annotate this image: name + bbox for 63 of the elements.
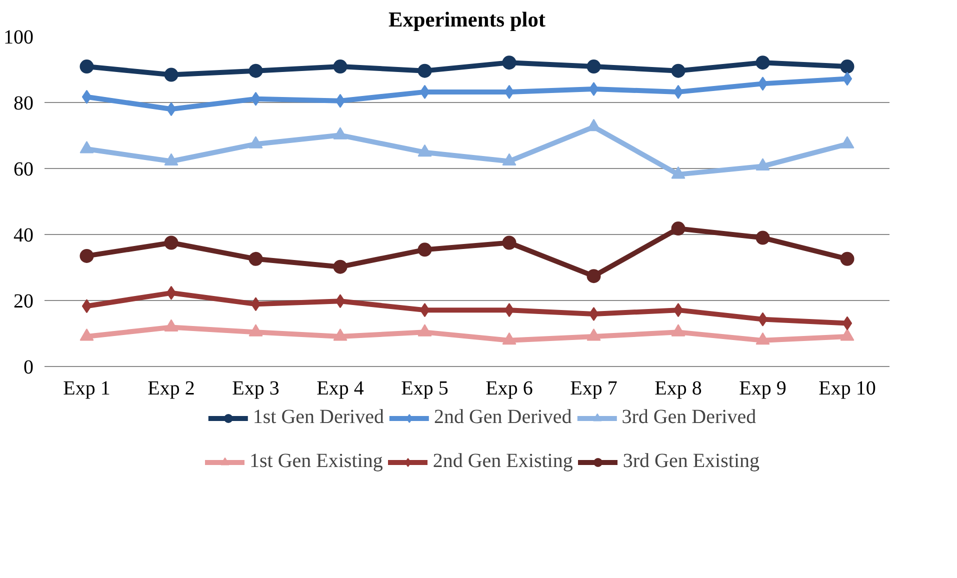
legend-label: 3rd Gen Existing [622,450,760,473]
point [586,269,601,284]
point [335,94,346,108]
legend-label: 1st Gen Derived [252,406,384,429]
legend-label: 2nd Gen Derived [434,406,572,429]
point [504,303,514,318]
x-tick-label: Exp 8 [654,378,702,400]
point [418,64,432,78]
x-tick-label: Exp 4 [316,378,364,400]
point [248,252,263,266]
point [250,92,261,106]
point [842,72,852,86]
point [80,60,94,74]
point [250,297,261,312]
point [756,56,770,70]
legend-label: 2nd Gen Existing [432,450,573,473]
point [248,64,263,78]
y-tick-label: 0 [24,356,34,378]
y-tick-label: 100 [4,26,34,48]
legend-label: 1st Gen Existing [250,450,383,473]
point [164,68,178,82]
point [673,303,684,318]
point [333,60,348,74]
y-tick-label: 20 [14,290,34,312]
legend-label: 3rd Gen Derived [622,406,756,429]
point [588,82,599,96]
point [164,236,178,250]
point [671,64,686,78]
point [335,294,346,308]
x-tick-label: Exp 3 [232,378,280,400]
point [758,76,768,91]
point [671,222,686,236]
y-tick-label: 40 [14,224,34,246]
point [588,307,599,322]
x-tick-label: Exp 6 [486,378,533,400]
y-tick-label: 60 [14,158,34,180]
point [420,84,430,99]
point [333,260,348,274]
point [758,312,768,326]
point [420,303,430,318]
x-tick-label: Exp 2 [148,378,195,400]
point [502,56,516,70]
x-tick-label: Exp 9 [739,378,786,400]
x-tick-label: Exp 5 [401,378,448,400]
point [166,102,176,116]
point [166,286,176,300]
point [82,299,92,314]
point [586,60,601,74]
chart-title: Experiments plot [388,8,546,32]
point [418,242,432,257]
x-tick-label: Exp 1 [63,378,110,400]
point [80,248,94,263]
point [82,90,92,104]
x-tick-label: Exp 10 [818,378,876,400]
point [840,60,854,74]
y-tick-label: 80 [14,92,34,114]
point [673,84,684,99]
point [842,316,852,330]
point [502,236,516,250]
x-tick-label: Exp 7 [570,378,618,400]
point [840,252,854,266]
point [756,230,770,245]
point [504,84,514,99]
